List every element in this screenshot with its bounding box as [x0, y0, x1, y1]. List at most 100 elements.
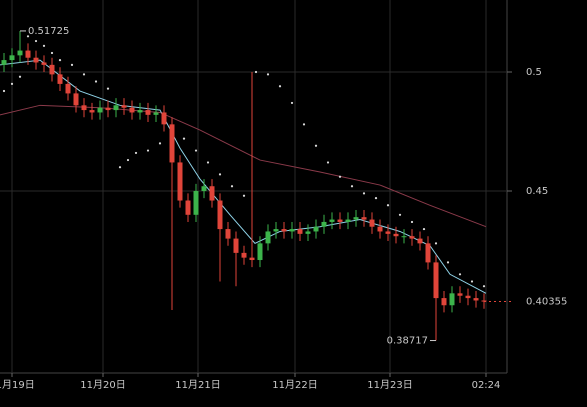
candle-body [145, 110, 151, 115]
indicator-dot [126, 158, 130, 162]
y-tick-label: 0.45 [526, 186, 548, 197]
last-price-label: 0.40355 [526, 297, 567, 308]
candle-body [193, 190, 199, 215]
candle-body [129, 107, 135, 113]
candle-body [73, 93, 79, 106]
candle-body [369, 219, 375, 227]
candle-body [225, 229, 231, 239]
indicator-dot [302, 123, 306, 126]
candle-body [57, 74, 63, 84]
candle-body [297, 229, 303, 234]
indicator-dot [194, 149, 198, 152]
indicator-dot [50, 51, 54, 55]
indicator-dot [230, 185, 234, 188]
candle-body [273, 229, 279, 232]
indicator-dot [254, 70, 258, 74]
candle-body [161, 112, 167, 125]
x-tick-label: 11月21日 [175, 379, 220, 391]
indicator-dot [146, 149, 150, 152]
candle-body [113, 105, 119, 111]
indicator-line [0, 59, 487, 294]
candle-body [425, 243, 431, 263]
candle-body [313, 226, 319, 232]
candle-body [361, 217, 367, 220]
candle-body [25, 50, 31, 58]
indicator-dot [350, 185, 354, 188]
candle-body [209, 186, 215, 201]
candle-body [353, 217, 359, 220]
annotation-label: 0.51725 [28, 26, 69, 37]
candle-body [289, 229, 295, 232]
candle-body [281, 229, 287, 232]
indicator-dot [362, 192, 366, 195]
indicator-dot [82, 73, 86, 76]
indicator-line [0, 104, 487, 228]
indicator-dot [206, 161, 210, 164]
candle-body [105, 107, 111, 111]
candle-body [449, 293, 455, 306]
indicator-dot [266, 73, 270, 76]
candle-body [89, 110, 95, 113]
candle-body [457, 293, 463, 296]
candle-body [233, 238, 239, 253]
candle-body [329, 219, 335, 222]
indicator-dot [118, 166, 122, 169]
indicator-dot [470, 280, 474, 283]
indicator-dot [482, 285, 486, 288]
candle-body [169, 124, 175, 163]
indicator-dot [218, 173, 222, 176]
candle-body [257, 243, 263, 261]
indicator-dot [10, 82, 14, 85]
indicator-dot [94, 80, 98, 83]
candle-body [481, 300, 487, 302]
candle-body [17, 50, 23, 56]
y-tick-label: 0.5 [526, 67, 542, 78]
candle-body [385, 231, 391, 234]
candle-body [473, 298, 479, 301]
candle-body [417, 238, 423, 244]
x-tick-label: 11月23日 [367, 379, 412, 391]
candle-body [401, 236, 407, 238]
candle-body [337, 219, 343, 222]
candle-body [1, 60, 7, 65]
candle-body [393, 233, 399, 237]
candle-body [137, 110, 143, 113]
candle-body [433, 262, 439, 299]
indicator-dot [42, 44, 46, 47]
indicator-dot [374, 197, 378, 200]
indicator-dot [434, 242, 438, 245]
candle-body [465, 295, 471, 299]
indicator-dot [314, 144, 318, 147]
candle-body [97, 107, 103, 113]
candle-body [177, 162, 183, 201]
x-tick-label: 11月22日 [272, 379, 317, 391]
indicator-dot [2, 89, 6, 93]
indicator-dot [278, 85, 282, 88]
indicator-dot [242, 194, 246, 197]
candle-body [217, 200, 223, 230]
candle-body [441, 298, 447, 306]
candle-body [153, 112, 159, 115]
indicator-dot [158, 142, 162, 145]
candle-body [377, 226, 383, 232]
indicator-dot [70, 63, 74, 66]
candle-body [9, 55, 15, 61]
indicator-dot [326, 161, 330, 164]
indicator-dot [458, 273, 462, 276]
indicator-dot [446, 261, 450, 264]
indicator-dot [398, 213, 402, 216]
indicator-dot [34, 39, 38, 43]
candle-body [121, 105, 127, 108]
indicator-dot [182, 137, 186, 140]
candle-body [185, 200, 191, 215]
candle-body [41, 62, 47, 65]
candle-body [65, 83, 71, 94]
indicator-dot [290, 101, 294, 105]
indicator-dot [58, 58, 62, 62]
indicator-dot [26, 35, 30, 38]
candle-body [409, 236, 415, 239]
x-tick-label: 11月19日 [0, 379, 35, 391]
x-tick-label: 11月20日 [80, 379, 125, 391]
